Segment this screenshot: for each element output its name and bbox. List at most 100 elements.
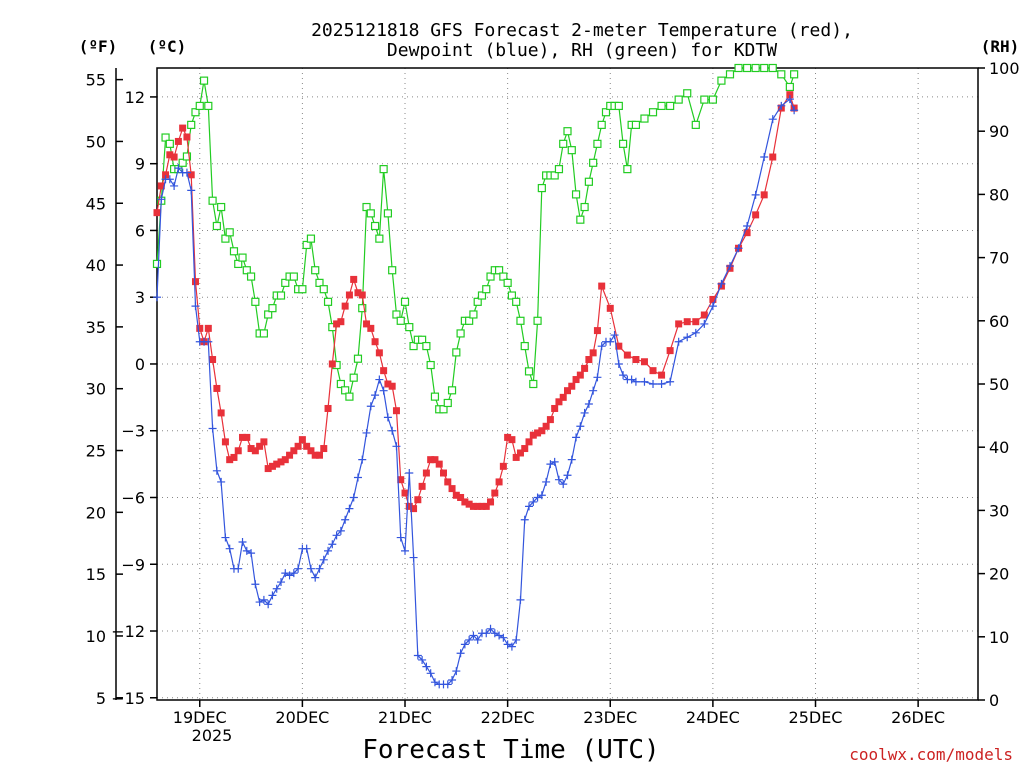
temperature-point — [469, 502, 477, 510]
temperature-point — [538, 427, 546, 435]
dewpoint-point — [465, 635, 474, 644]
temperature-point — [431, 456, 439, 464]
dewpoint-point — [512, 635, 521, 644]
dewpoint-point — [238, 538, 247, 546]
temperature-point — [350, 275, 358, 283]
temperature-point — [435, 460, 443, 468]
temperature-point — [320, 445, 328, 453]
dewpoint-point — [413, 651, 422, 660]
temperature-point — [606, 304, 614, 312]
dewpoint-point — [221, 533, 230, 542]
fahrenheit-axis: 55 50 45 40 35 30 25 20 15 10 5 — [86, 71, 123, 708]
rh-point — [409, 341, 418, 351]
dewpoint-point — [486, 624, 495, 633]
dewpoint-point — [225, 544, 234, 553]
rh-point — [225, 228, 234, 237]
temperature-point — [461, 498, 469, 506]
temperature-point — [243, 433, 251, 441]
temperature-point — [414, 496, 422, 504]
temperature-point — [521, 445, 529, 453]
fahrenheit-tick-label: 55 — [86, 71, 106, 90]
dewpoint-point — [426, 669, 435, 678]
temperature-point — [427, 456, 435, 464]
temperature-point — [452, 491, 460, 499]
rh-point — [289, 272, 298, 281]
dewpoint-point — [341, 515, 350, 524]
temperature-point — [162, 171, 170, 179]
rh-point — [276, 291, 286, 300]
dewpoint-point — [187, 186, 196, 195]
rh-point — [195, 101, 204, 111]
dewpoint-point — [157, 195, 166, 204]
temperature-point — [401, 489, 409, 497]
temperature-point — [345, 291, 353, 299]
temperature-point — [328, 360, 336, 368]
fahrenheit-tick-label: 5 — [96, 689, 106, 708]
dewpoint-point — [405, 469, 414, 478]
temperature-point — [183, 133, 191, 141]
dewpoint-point — [533, 493, 542, 502]
rh-tick-label: 40 — [989, 438, 1009, 457]
rh-point — [576, 215, 585, 224]
temperature-point — [760, 191, 768, 199]
dewpoint-point — [507, 642, 516, 651]
temperature-point — [392, 407, 400, 415]
celsius-unit-label: (ºC) — [148, 37, 187, 56]
dewpoint-point — [191, 302, 200, 311]
dewpoint-point — [725, 262, 734, 271]
fahrenheit-tick-label: 15 — [86, 565, 106, 584]
rh-point — [191, 108, 200, 117]
dewpoint-point — [593, 373, 602, 382]
rh-point — [349, 373, 358, 382]
temperature-point — [546, 416, 554, 424]
temperature-point — [324, 404, 332, 412]
temperature-point — [457, 493, 465, 501]
temperature-point — [226, 456, 234, 464]
time-tick-label: 23DEC — [583, 708, 637, 727]
celsius-axis: 12 9 6 3 0 −3 −6 −9 −12 −15 — [111, 88, 157, 708]
dewpoint-point — [610, 331, 619, 340]
dewpoint-point — [790, 106, 799, 115]
rh-point — [217, 202, 226, 212]
temperature-point — [585, 356, 593, 364]
rh-point — [323, 297, 333, 306]
dewpoint-point — [657, 380, 666, 388]
temperature-point — [465, 500, 473, 508]
dewpoint-point — [460, 640, 469, 649]
chart-title-line2: Dewpoint (blue), RH (green) for KDTW — [387, 40, 777, 61]
temperature-point — [384, 380, 392, 388]
dewpoint-point — [272, 584, 281, 593]
temperature-point — [217, 409, 225, 417]
time-tick-label: 25DEC — [789, 708, 843, 727]
rh-point — [251, 297, 260, 306]
rh-point — [584, 177, 593, 186]
temperature-point — [786, 91, 794, 99]
fahrenheit-tick-label: 35 — [86, 318, 106, 337]
dewpoint-point — [550, 457, 559, 466]
temperature-point — [444, 478, 452, 486]
rh-point — [178, 158, 187, 167]
dewpoint-point — [674, 337, 683, 346]
dewpoint-point — [430, 678, 439, 687]
temperature-point — [264, 465, 272, 473]
rh-point — [537, 183, 546, 193]
dewpoint-point — [567, 455, 576, 464]
rh-point — [362, 202, 371, 212]
temperature-point — [405, 502, 413, 510]
dewpoint-point — [627, 375, 636, 384]
temperature-point — [294, 442, 302, 450]
celsius-tick-label: 6 — [135, 221, 145, 240]
dewpoint-point — [751, 190, 760, 199]
dewpoint-point — [255, 598, 264, 607]
rh-point — [443, 398, 452, 408]
dewpoint-point — [182, 168, 191, 177]
rh-tick-label: 70 — [989, 249, 1009, 268]
temperature-point — [363, 320, 371, 328]
dewpoint-point — [259, 595, 268, 604]
rh-point — [281, 278, 290, 287]
rh-tick-label: 30 — [989, 501, 1009, 520]
dewpoint-point — [375, 375, 384, 384]
temperature-point — [166, 151, 174, 159]
dewpoint-point — [234, 564, 243, 573]
rh-point — [580, 202, 589, 212]
